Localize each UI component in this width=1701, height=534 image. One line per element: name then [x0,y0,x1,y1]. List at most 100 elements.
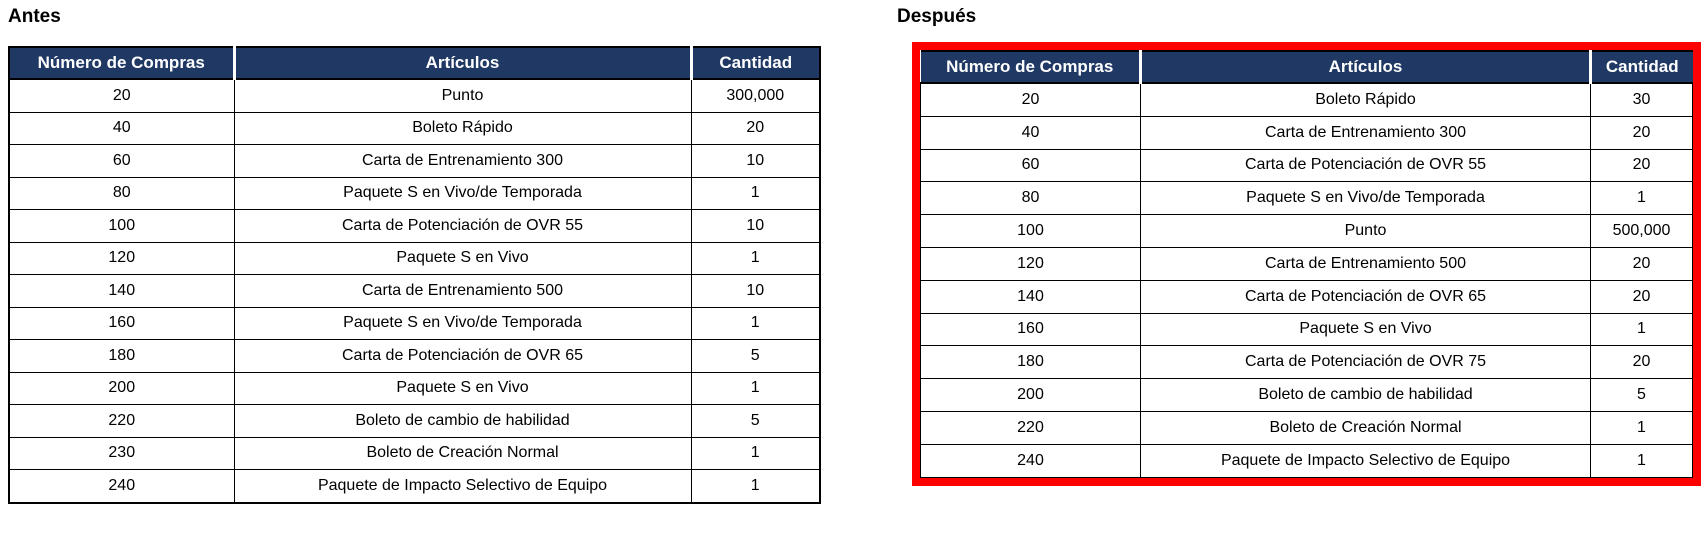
col-header-quantity: Cantidad [689,46,820,80]
quantity-cell: 10 [690,274,821,308]
quantity-cell: 1 [1590,443,1693,478]
quantity-cell: 1 [1590,410,1693,445]
table-row: 180 Carta de Potenciación de OVR 65 5 [8,339,821,373]
quantity-cell: 20 [1590,246,1693,281]
quantity-cell: 10 [690,144,821,178]
antes-table-header: Número de Compras Artículos Cantidad [9,46,820,80]
article-cell: Punto [1140,214,1591,248]
article-cell: Carta de Potenciación de OVR 75 [1140,345,1591,380]
table-row: 200 Boleto de cambio de habilidad 5 [920,378,1693,412]
article-cell: Carta de Potenciación de OVR 55 [1140,148,1591,183]
purchase-count-cell: 160 [920,312,1141,347]
quantity-cell: 1 [690,241,821,275]
purchase-count-cell: 160 [8,306,235,340]
purchase-count-cell: 120 [8,241,235,275]
quantity-cell: 5 [690,404,821,438]
article-cell: Paquete S en Vivo/de Temporada [1140,181,1591,216]
purchase-count-cell: 240 [8,469,235,503]
col-header-purchases: Número de Compras [920,50,1141,84]
col-header-quantity: Cantidad [1589,50,1693,84]
purchase-count-cell: 120 [920,246,1141,281]
purchase-count-cell: 140 [8,274,235,308]
purchase-count-cell: 20 [920,82,1141,117]
table-row: 220 Boleto de Creación Normal 1 [920,410,1693,445]
quantity-cell: 20 [1590,115,1693,150]
purchase-count-cell: 220 [8,404,235,438]
purchase-count-cell: 60 [8,144,235,178]
article-cell: Boleto Rápido [233,111,692,145]
purchase-count-cell: 140 [920,279,1141,314]
table-row: 40 Boleto Rápido 20 [8,111,821,145]
despues-table-header: Número de Compras Artículos Cantidad [920,50,1693,84]
table-row: 140 Carta de Entrenamiento 500 10 [8,274,821,308]
quantity-cell: 5 [690,339,821,373]
quantity-cell: 1 [690,371,821,405]
article-cell: Carta de Entrenamiento 500 [1140,246,1591,281]
antes-table-body: 20 Punto 300,000 40 Boleto Rápido 20 60 Carta d… [8,78,821,503]
article-cell: Carta de Potenciación de OVR 65 [233,339,692,373]
despues-table-body: 20 Boleto Rápido 30 40 Carta de Entrenamient… [920,82,1693,478]
quantity-cell: 1 [1590,312,1693,347]
quantity-cell: 500,000 [1590,214,1693,248]
table-row: 230 Boleto de Creación Normal 1 [8,436,821,470]
article-cell: Carta de Potenciación de OVR 65 [1140,279,1591,314]
article-cell: Paquete S en Vivo/de Temporada [233,306,692,340]
quantity-cell: 20 [1590,279,1693,314]
purchase-count-cell: 60 [920,148,1141,183]
col-header-purchases: Número de Compras [9,46,234,80]
article-cell: Carta de Potenciación de OVR 55 [233,209,692,243]
table-row: 160 Paquete S en Vivo/de Temporada 1 [8,306,821,340]
article-cell: Carta de Entrenamiento 500 [233,274,692,308]
table-row: 220 Boleto de cambio de habilidad 5 [8,404,821,438]
table-row: 200 Paquete S en Vivo 1 [8,371,821,405]
purchase-count-cell: 80 [8,176,235,210]
header-row: Número de Compras Artículos Cantidad [920,50,1693,84]
antes-table: Número de Compras Artículos Cantidad 20 P… [8,46,821,504]
article-cell: Paquete S en Vivo [233,241,692,275]
table-row: 100 Punto 500,000 [920,214,1693,248]
purchase-count-cell: 40 [8,111,235,145]
purchase-count-cell: 100 [8,209,235,243]
article-cell: Paquete de Impacto Selectivo de Equipo [233,469,692,503]
quantity-cell: 20 [690,111,821,145]
quantity-cell: 10 [690,209,821,243]
article-cell: Boleto Rápido [1140,82,1591,117]
quantity-cell: 1 [690,306,821,340]
col-header-articles: Artículos [1139,50,1591,84]
purchase-count-cell: 200 [920,378,1141,412]
purchase-count-cell: 100 [920,214,1141,248]
purchase-count-cell: 200 [8,371,235,405]
quantity-cell: 20 [1590,148,1693,183]
article-cell: Boleto de cambio de habilidad [1140,378,1591,412]
purchase-count-cell: 230 [8,436,235,470]
article-cell: Paquete S en Vivo [1140,312,1591,347]
despues-table: Número de Compras Artículos Cantidad 20 B… [920,50,1693,478]
table-row: 240 Paquete de Impacto Selectivo de Equip… [920,443,1693,478]
table-row: 60 Carta de Entrenamiento 300 10 [8,144,821,178]
purchase-count-cell: 180 [8,339,235,373]
purchase-count-cell: 180 [920,345,1141,380]
table-row: 80 Paquete S en Vivo/de Temporada 1 [8,176,821,210]
article-cell: Paquete de Impacto Selectivo de Equipo [1140,443,1591,478]
article-cell: Punto [233,78,692,113]
purchase-count-cell: 220 [920,410,1141,445]
quantity-cell: 300,000 [690,78,821,113]
article-cell: Paquete S en Vivo/de Temporada [233,176,692,210]
quantity-cell: 1 [690,469,821,503]
table-row: 80 Paquete S en Vivo/de Temporada 1 [920,181,1693,216]
quantity-cell: 1 [690,176,821,210]
purchase-count-cell: 240 [920,443,1141,478]
quantity-cell: 20 [1590,345,1693,380]
table-row: 120 Carta de Entrenamiento 500 20 [920,246,1693,281]
header-row: Número de Compras Artículos Cantidad [9,46,820,80]
despues-title: Después [897,6,977,27]
col-header-articles: Artículos [232,46,691,80]
quantity-cell: 30 [1590,82,1693,117]
quantity-cell: 1 [1590,181,1693,216]
article-cell: Paquete S en Vivo [233,371,692,405]
antes-table-container: Número de Compras Artículos Cantidad 20 P… [8,46,821,504]
table-row: 160 Paquete S en Vivo 1 [920,312,1693,347]
table-row: 100 Carta de Potenciación de OVR 55 10 [8,209,821,243]
purchase-count-cell: 80 [920,181,1141,216]
quantity-cell: 5 [1590,378,1693,412]
